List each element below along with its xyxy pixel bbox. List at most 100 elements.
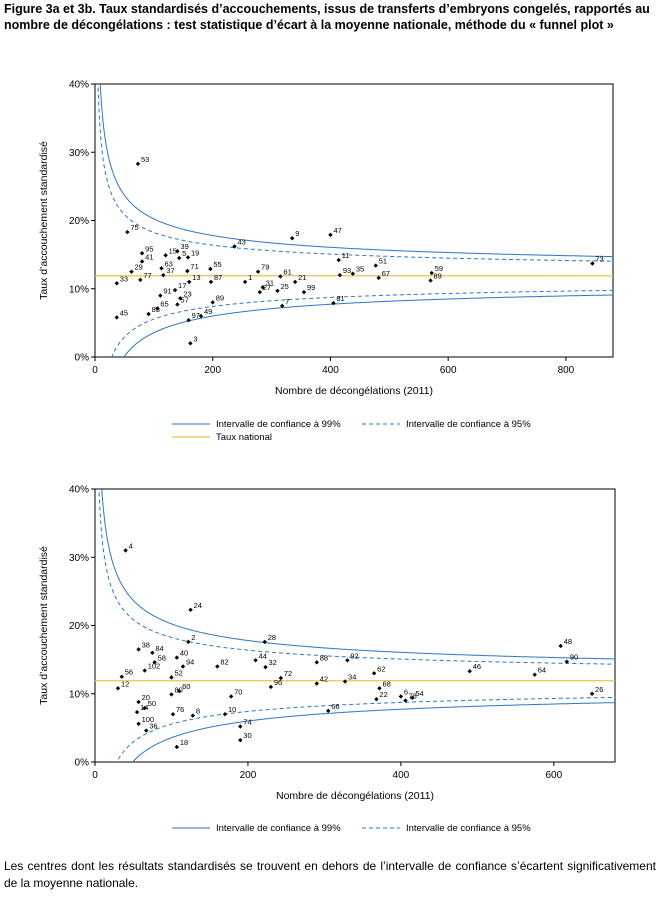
data-point-label: 31 (266, 278, 274, 287)
data-point (350, 271, 356, 276)
x-axis-label: Nombre de décongélations (2011) (276, 790, 434, 802)
data-point (188, 341, 193, 346)
x-tick-label: 400 (322, 365, 339, 376)
x-tick-label: 0 (92, 770, 98, 781)
data-point-label: 87 (214, 273, 222, 282)
data-point-label: 73 (595, 254, 603, 263)
data-point (373, 263, 378, 268)
data-point-label: 95 (145, 244, 153, 253)
data-point (208, 266, 213, 272)
x-tick-label: 600 (545, 770, 562, 781)
data-point (260, 285, 265, 290)
data-point-label: 89 (434, 272, 442, 281)
data-point-label: 35 (356, 265, 364, 274)
data-point-label: 14 (140, 703, 148, 712)
data-point-label: 8 (196, 707, 200, 716)
y-tick-label: 30% (69, 148, 89, 159)
y-tick-label: 40% (69, 485, 89, 496)
data-point-label: 44 (259, 651, 267, 660)
data-point (371, 671, 377, 676)
data-point (185, 255, 191, 260)
data-point-label: 6 (404, 687, 408, 696)
data-point-label: 74 (243, 718, 251, 727)
data-point-label: 80 (174, 685, 182, 694)
data-point (159, 266, 164, 271)
data-point (190, 713, 196, 718)
data-point-label: 46 (473, 662, 481, 671)
data-point (232, 244, 237, 249)
data-point (135, 161, 141, 167)
data-point (289, 236, 295, 241)
data-point-label: 52 (174, 668, 182, 677)
data-point-label: 1 (248, 273, 252, 282)
data-point (150, 650, 155, 655)
data-point (215, 664, 220, 669)
data-point-label: 75 (130, 223, 138, 232)
data-point-label: 59 (435, 264, 443, 273)
data-point (188, 607, 193, 613)
data-point-label: 78 (408, 692, 416, 701)
data-point (428, 278, 433, 283)
data-point (155, 306, 160, 311)
data-point-label: 53 (141, 155, 149, 164)
data-point (589, 691, 595, 696)
data-point-label: 25 (280, 282, 288, 291)
data-point-label: 33 (120, 274, 128, 283)
data-point (257, 289, 263, 295)
data-point-label: 22 (379, 690, 387, 699)
data-point-label: 5 (182, 249, 186, 258)
funnel-plot-3a: 0% 10% 20% 30% 40% 0 200 400 600 800 Nombre de déc… (38, 80, 614, 443)
data-point (278, 675, 284, 681)
data-point (139, 259, 145, 264)
data-point (262, 639, 267, 645)
data-point-label: 100 (142, 715, 155, 724)
data-point-label: 93 (343, 266, 351, 275)
data-point-label: 15 (169, 246, 177, 255)
data-point-label: 37 (166, 266, 174, 275)
data-point (146, 311, 151, 317)
data-point-label: 27 (263, 283, 271, 292)
data-point (170, 712, 176, 717)
x-tick-label: 0 (92, 365, 98, 376)
data-point-label: 28 (268, 633, 276, 642)
data-point (222, 712, 228, 717)
data-point (268, 684, 274, 690)
legend-ci95-label: Intervalle de confiance à 95% (406, 823, 531, 834)
data-point-label: 7 (285, 297, 289, 306)
y-axis-label: Taux d’accouchement standardisé (38, 546, 50, 705)
data-point-label: 13 (192, 273, 200, 282)
data-point (186, 279, 192, 285)
data-point (326, 708, 331, 714)
data-point (398, 694, 404, 699)
data-point (176, 255, 182, 261)
confidence-limits (97, 84, 613, 357)
data-point-label: 84 (155, 644, 163, 653)
ci99-lower-line (123, 294, 613, 357)
data-point-label: 88 (320, 653, 328, 662)
data-point-label: 48 (564, 637, 572, 646)
data-point (125, 229, 130, 235)
data-point (228, 694, 234, 699)
data-point-label: 63 (165, 259, 173, 268)
data-point-label: 83 (152, 305, 160, 314)
ci95-upper-line (97, 84, 613, 262)
data-point-label: 89 (216, 293, 224, 302)
y-tick-label: 10% (69, 689, 89, 700)
ci99-upper-line (101, 489, 615, 660)
y-tick-label: 0% (75, 353, 90, 364)
data-point-label: 56 (125, 668, 133, 677)
data-point-label: 21 (298, 273, 306, 282)
data-point (210, 300, 215, 305)
ci95-upper-line (98, 489, 615, 665)
data-point-label: 47 (333, 226, 341, 235)
data-point-label: 20 (142, 693, 150, 702)
data-point-label: 10 (228, 705, 236, 714)
data-point-label: 34 (348, 672, 356, 681)
data-point-label: 71 (190, 262, 198, 271)
data-point (176, 688, 182, 694)
x-tick-label: 600 (440, 365, 457, 376)
data-point-label: 26 (595, 685, 603, 694)
data-point (590, 261, 595, 266)
data-point (178, 296, 183, 301)
ci99-upper-line (99, 84, 613, 258)
